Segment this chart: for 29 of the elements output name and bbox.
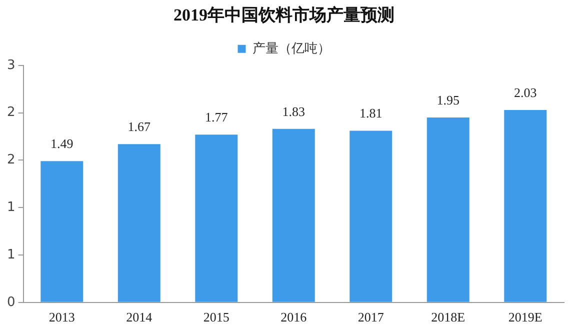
- bar: [272, 128, 315, 302]
- data-label: 1.81: [360, 106, 382, 121]
- y-tick-label: 2: [6, 105, 16, 120]
- y-tick-label: 1: [6, 200, 16, 215]
- bar: [195, 134, 238, 302]
- bar: [118, 144, 160, 302]
- y-tick-label: 0: [6, 294, 16, 310]
- x-tick-label: 2015: [203, 310, 230, 325]
- data-label: 1.83: [282, 104, 306, 119]
- bar: [350, 130, 392, 302]
- bar: [504, 110, 547, 302]
- x-tick-label: 2019E: [508, 310, 542, 325]
- data-label: 2.03: [514, 84, 537, 100]
- bar: [426, 118, 470, 302]
- x-tick-label: 2017: [358, 310, 384, 325]
- x-tick-label: 2014: [126, 310, 153, 325]
- data-label: 1.49: [50, 136, 74, 152]
- data-label: 1.77: [205, 110, 228, 125]
- chart-title: 2019年中国饮料市场产量预测: [174, 6, 394, 25]
- data-label: 1.67: [128, 119, 152, 134]
- y-tick-label: 3: [6, 58, 16, 73]
- x-tick-label: 2013: [48, 310, 75, 325]
- data-label: 1.95: [436, 92, 460, 108]
- x-tick-label: 2018E: [431, 310, 466, 325]
- legend-label: 产量（亿吨）: [252, 41, 330, 56]
- y-tick-label: 2: [6, 152, 16, 168]
- y-tick-label: 1: [6, 247, 16, 262]
- bar: [40, 161, 84, 302]
- x-tick-label: 2016: [280, 310, 308, 325]
